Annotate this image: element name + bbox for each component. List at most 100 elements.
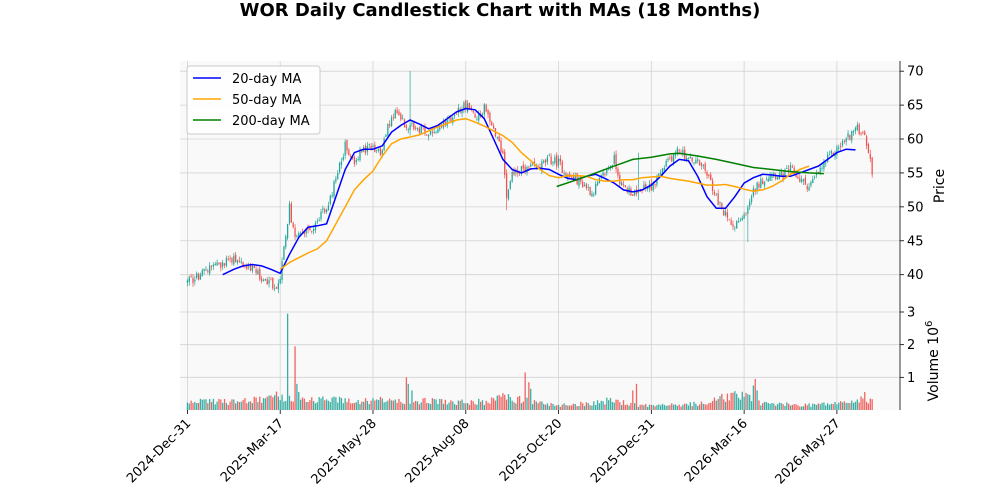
volume-bar (363, 401, 365, 410)
volume-bar (797, 405, 799, 410)
candle-body (637, 190, 639, 194)
candle-body (377, 149, 380, 151)
volume-bar (810, 406, 812, 410)
volume-bar (548, 405, 550, 410)
candle-body (582, 181, 584, 188)
volume-bar (288, 395, 291, 410)
candle-body (852, 131, 855, 133)
candle-body (838, 147, 840, 149)
candle-body (563, 173, 565, 175)
candle-body (804, 177, 807, 185)
candle-body (646, 187, 649, 189)
candle-body (578, 177, 580, 187)
volume-bar (754, 378, 756, 410)
candle-body (270, 279, 272, 281)
volume-bar (216, 401, 218, 410)
volume-bar (439, 398, 441, 410)
volume-bar (465, 403, 467, 410)
candle-body (478, 113, 480, 121)
candle-body (713, 191, 716, 195)
volume-bar (715, 400, 717, 410)
candle-body (723, 210, 725, 216)
volume-bar (286, 313, 289, 410)
candle-body (415, 127, 417, 129)
volume-bar (476, 404, 478, 410)
volume-bar (418, 404, 421, 410)
candle-body (871, 157, 873, 175)
volume-bar (411, 390, 413, 410)
candle-body (301, 231, 304, 233)
volume-bar (513, 402, 515, 410)
candle-body (418, 128, 421, 133)
candle-body (613, 155, 615, 164)
candle-body (595, 184, 597, 195)
candle-body (242, 262, 244, 267)
candle-body (507, 189, 510, 200)
volume-bar (483, 404, 485, 410)
legend-box (186, 65, 321, 135)
candle-body (435, 132, 437, 134)
volume-bar (303, 398, 305, 410)
candle-body (745, 212, 747, 214)
candle-body (487, 110, 489, 115)
volume-bar (453, 404, 456, 410)
volume-bars (186, 313, 873, 410)
candle-body (216, 262, 218, 266)
x-tick-label: 2025-Mar-17 (218, 416, 287, 485)
candle-body (546, 157, 549, 162)
candle-body (550, 156, 552, 165)
volume-bar (802, 406, 805, 410)
volume-bar (305, 401, 307, 410)
volume-bar (359, 404, 361, 410)
candle-body (672, 154, 675, 163)
volume-bar (643, 405, 645, 410)
volume-axis-label: Volume 106 (924, 321, 942, 402)
candle-body (845, 138, 847, 142)
candle-body (424, 127, 426, 134)
candle-body (554, 157, 556, 164)
volume-bar (266, 396, 268, 410)
candle-body (311, 230, 313, 232)
candle-body (667, 158, 669, 161)
volume-bar (429, 403, 432, 410)
volume-bar (457, 400, 459, 410)
volume-bar (389, 398, 391, 410)
volume-bar (711, 400, 714, 410)
candle-body (368, 144, 370, 146)
candle-body (199, 274, 202, 280)
volume-bar (826, 403, 829, 410)
volume-bar (468, 404, 471, 410)
volume-bar (376, 399, 378, 410)
volume-bar (750, 401, 753, 410)
volume-bar (377, 400, 380, 410)
volume-bar (292, 401, 294, 410)
candle-body (411, 123, 413, 125)
volume-bar (246, 403, 248, 410)
volume-bar (775, 405, 777, 410)
volume-bar (489, 403, 491, 410)
candle-body (420, 126, 422, 134)
volume-bar (825, 405, 827, 410)
candle-body (383, 138, 385, 151)
candle-body (264, 278, 267, 281)
candle-body (795, 173, 797, 178)
volume-bar (272, 397, 274, 410)
volume-bar (333, 396, 335, 410)
candle-body (194, 279, 196, 282)
x-tick-label: 2025-Aug-08 (403, 416, 473, 486)
candle-body (218, 263, 220, 265)
x-tick-label: 2025-Oct-20 (497, 416, 565, 484)
ma20-line (222, 107, 856, 276)
volume-bar (726, 393, 729, 410)
candle-body (602, 172, 604, 176)
volume-bar (235, 403, 237, 410)
volume-bar (301, 397, 304, 410)
volume-bar (361, 401, 363, 410)
volume-bar (632, 390, 634, 410)
volume-bar (578, 406, 580, 410)
volume-bar (236, 401, 239, 410)
chart-title: WOR Daily Candlestick Chart with MAs (18… (240, 0, 761, 21)
candle-body (559, 158, 562, 162)
volume-bar (466, 403, 469, 410)
volume-bar (554, 405, 556, 410)
